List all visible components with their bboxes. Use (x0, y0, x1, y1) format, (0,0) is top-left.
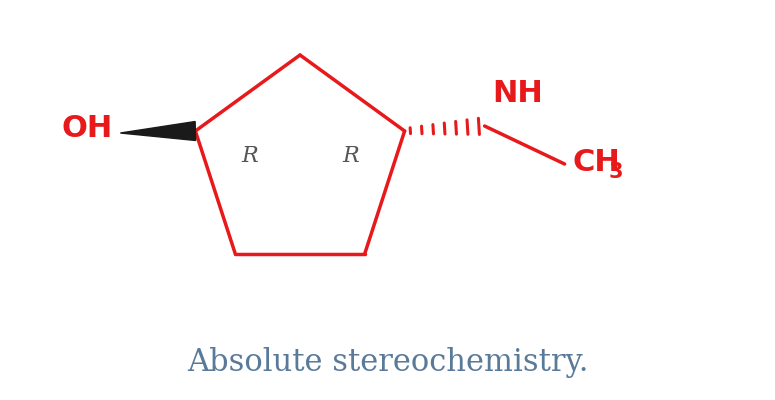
Text: R: R (241, 145, 258, 167)
Text: Absolute stereochemistry.: Absolute stereochemistry. (187, 346, 588, 378)
Text: OH: OH (61, 114, 112, 142)
Text: CH: CH (573, 148, 620, 176)
Text: 3: 3 (608, 162, 623, 182)
Text: R: R (342, 145, 359, 167)
Polygon shape (120, 122, 195, 140)
Text: NH: NH (493, 79, 543, 108)
